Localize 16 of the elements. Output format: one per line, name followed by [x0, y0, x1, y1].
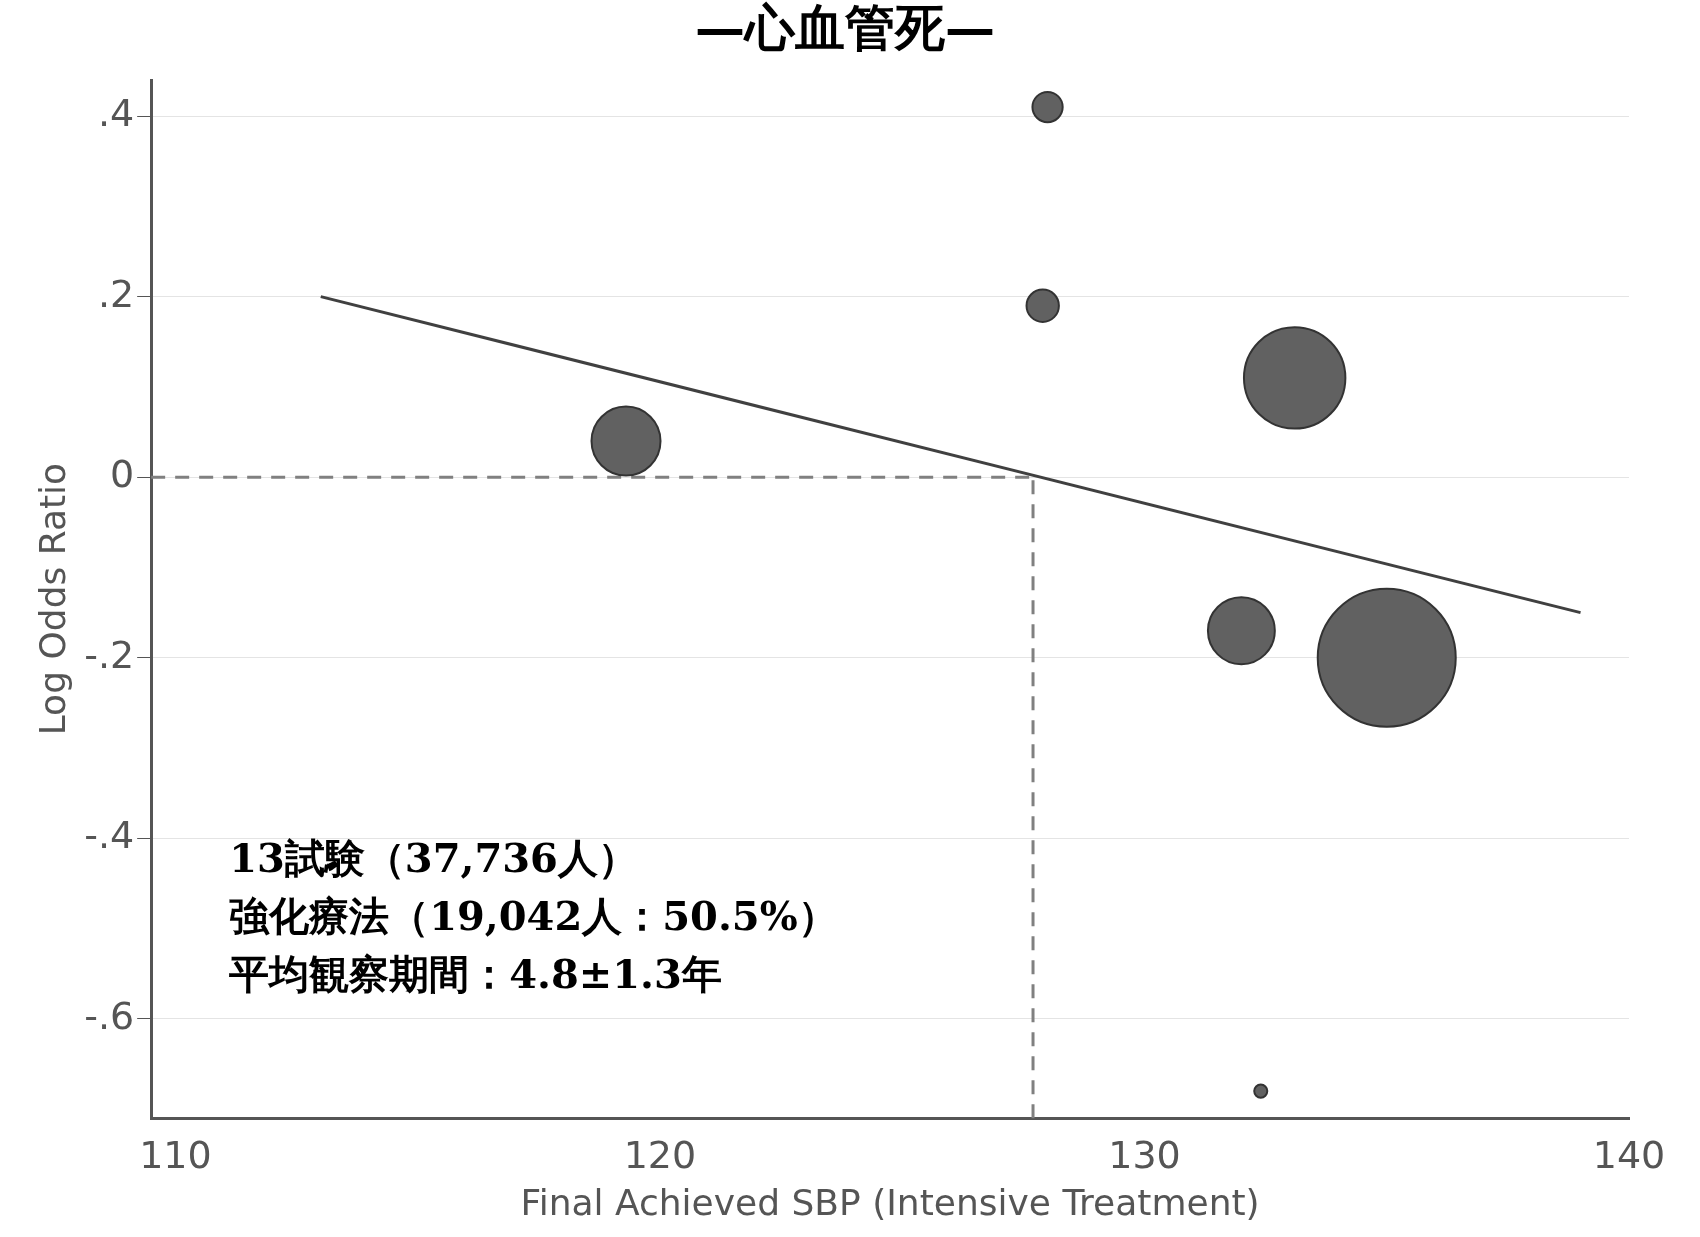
chart-title: —心血管死—	[695, 0, 995, 57]
x-tick-label: 130	[1108, 1132, 1181, 1177]
x-tick-label: 110	[139, 1132, 212, 1177]
y-tick-label: -.6	[84, 993, 135, 1038]
x-tick-label: 140	[1592, 1132, 1666, 1177]
y-tick-label: 0	[109, 452, 135, 497]
y-tick-label: .4	[97, 90, 135, 135]
y-tick-label: -.2	[84, 632, 135, 677]
y-tick-label: .2	[97, 271, 135, 316]
x-tick-label: 120	[623, 1132, 697, 1177]
y-tick-label: -.4	[84, 813, 135, 858]
x-axis-title: Final Achieved SBP (Intensive Treatment)	[520, 1181, 1260, 1223]
annotation: 強化療法（19,042人：50.5%）	[229, 892, 838, 940]
annotation: 平均観察期間：4.8±1.3年	[228, 950, 722, 998]
y-axis-title: Log Odds Ratio	[31, 462, 73, 736]
annotation: 13試験（37,736人）	[229, 834, 638, 882]
